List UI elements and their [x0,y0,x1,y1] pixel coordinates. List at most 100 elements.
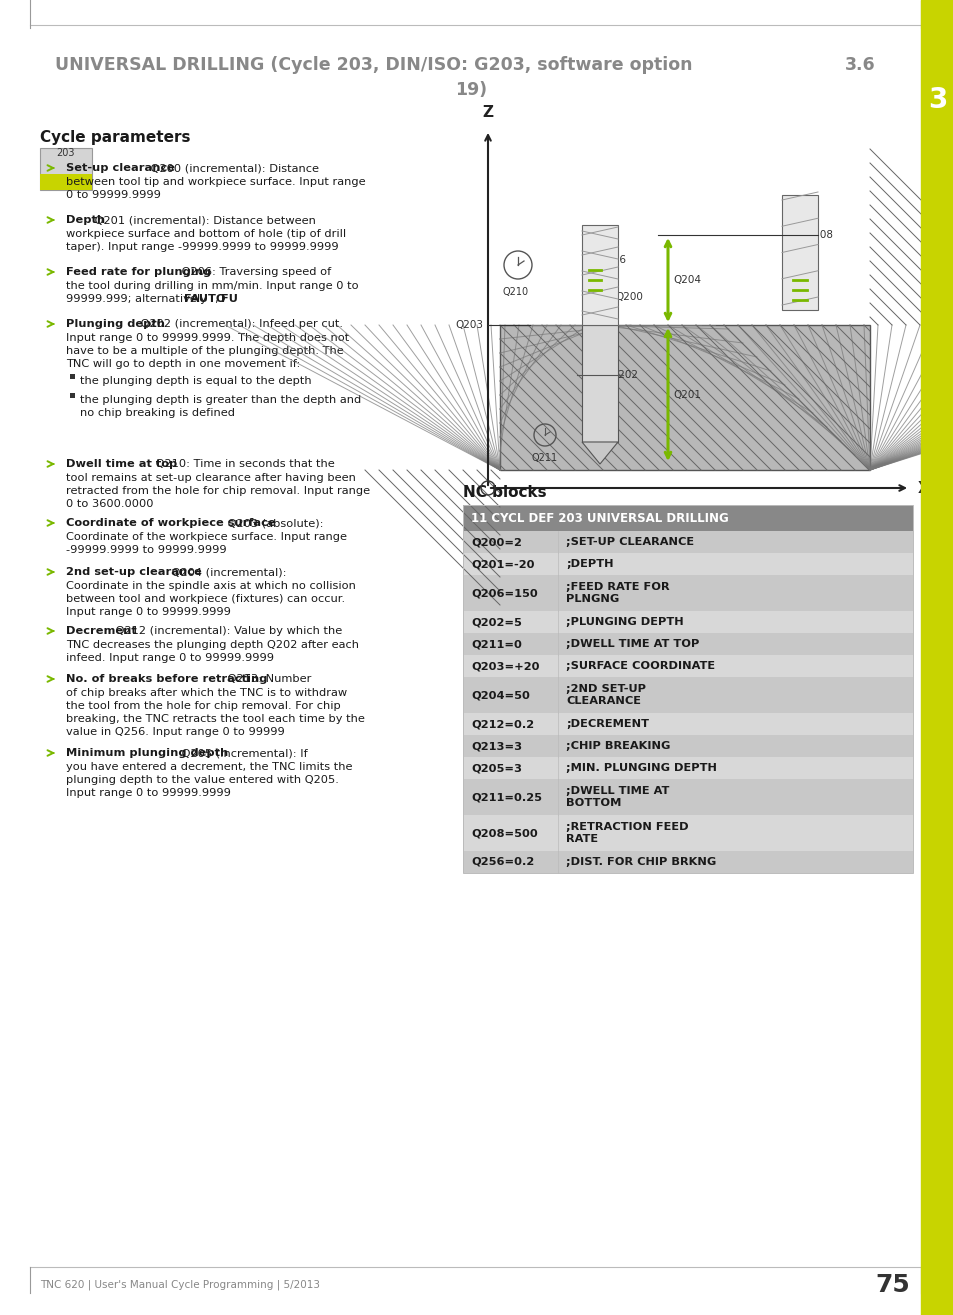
Text: Q213: Number: Q213: Number [223,675,311,684]
Text: breaking, the TNC retracts the tool each time by the: breaking, the TNC retracts the tool each… [66,714,364,725]
Bar [462,554,912,575]
Text: Q202=5: Q202=5 [471,617,521,627]
Text: 2nd set-up clearance: 2nd set-up clearance [66,567,201,577]
Text: Q203=+20: Q203=+20 [471,661,539,671]
Text: value in Q256. Input range 0 to 99999: value in Q256. Input range 0 to 99999 [66,727,284,736]
Text: ;DECREMENT: ;DECREMENT [565,719,648,729]
Bar [581,325,618,442]
Text: TNC 620 | User's Manual Cycle Programming | 5/2013: TNC 620 | User's Manual Cycle Programmin… [40,1279,319,1290]
Text: TNC will go to depth in one movement if:: TNC will go to depth in one movement if: [66,359,300,370]
Text: 99999.999; alternatively: 99999.999; alternatively [66,295,211,304]
Text: FU: FU [221,295,237,304]
Text: TNC decreases the plunging depth Q202 after each: TNC decreases the plunging depth Q202 af… [66,640,358,650]
Text: Q206: Traversing speed of: Q206: Traversing speed of [177,267,331,277]
Bar [462,633,912,655]
Text: the plunging depth is greater than the depth and: the plunging depth is greater than the d… [80,394,361,405]
Bar [462,531,912,554]
Bar [462,815,912,851]
Bar [781,195,817,310]
Text: tool remains at set-up clearance after having been: tool remains at set-up clearance after h… [66,473,355,483]
Text: Q256=0.2: Q256=0.2 [471,857,534,867]
Text: 0 to 3600.0000: 0 to 3600.0000 [66,498,153,509]
Text: No. of breaks before retracting: No. of breaks before retracting [66,675,267,684]
Text: Q201=-20: Q201=-20 [471,559,534,569]
Text: ;SURFACE COORDINATE: ;SURFACE COORDINATE [565,661,715,671]
Text: Cycle parameters: Cycle parameters [40,129,191,145]
Polygon shape [581,442,618,464]
Bar [462,677,912,713]
Text: ;DWELL TIME AT
BOTTOM: ;DWELL TIME AT BOTTOM [565,786,669,809]
Bar [40,149,91,189]
Bar [920,0,953,1315]
Text: Q212 (incremental): Value by which the: Q212 (incremental): Value by which the [112,626,341,636]
Text: no chip breaking is defined: no chip breaking is defined [80,408,234,418]
Text: Q211=0.25: Q211=0.25 [471,792,541,802]
Text: between tool tip and workpiece surface. Input range: between tool tip and workpiece surface. … [66,178,365,187]
Text: taper). Input range -99999.9999 to 99999.9999: taper). Input range -99999.9999 to 99999… [66,242,338,252]
Text: Dwell time at top: Dwell time at top [66,459,177,469]
Text: FAUTO: FAUTO [184,295,226,304]
Bar [70,393,75,398]
Text: Q202: Q202 [609,370,638,380]
Bar [462,505,912,531]
Text: Q210: Time in seconds that the: Q210: Time in seconds that the [152,459,335,469]
Bar [499,325,869,469]
Text: you have entered a decrement, the TNC limits the: you have entered a decrement, the TNC li… [66,761,352,772]
Text: of chip breaks after which the TNC is to withdraw: of chip breaks after which the TNC is to… [66,688,347,698]
Text: workpiece surface and bottom of hole (tip of drill: workpiece surface and bottom of hole (ti… [66,229,346,239]
Text: NC blocks: NC blocks [462,485,546,500]
Text: ;SET-UP CLEARANCE: ;SET-UP CLEARANCE [565,537,694,547]
Text: Q208: Q208 [804,230,832,241]
Text: Z: Z [482,105,493,120]
Text: Plunging depth: Plunging depth [66,320,165,329]
Text: the tool from the hole for chip removal. For chip: the tool from the hole for chip removal.… [66,701,340,711]
Text: Input range 0 to 99999.9999: Input range 0 to 99999.9999 [66,608,231,617]
Bar [462,575,912,611]
Text: Q200: Q200 [615,292,642,302]
Text: the tool during drilling in mm/min. Input range 0 to: the tool during drilling in mm/min. Inpu… [66,281,358,291]
Text: ;MIN. PLUNGING DEPTH: ;MIN. PLUNGING DEPTH [565,763,716,773]
Text: ;2ND SET-UP
CLEARANCE: ;2ND SET-UP CLEARANCE [565,684,645,706]
Text: ;RETRACTION FEED
RATE: ;RETRACTION FEED RATE [565,822,688,844]
Text: 0 to 99999.9999: 0 to 99999.9999 [66,189,161,200]
Text: Q203 (absolute):: Q203 (absolute): [223,518,323,529]
Text: Q200 (incremental): Distance: Q200 (incremental): Distance [147,163,319,174]
Text: -99999.9999 to 99999.9999: -99999.9999 to 99999.9999 [66,544,227,555]
Text: 19): 19) [455,82,487,99]
Text: UNIVERSAL DRILLING (Cycle 203, DIN/ISO: G203, software option: UNIVERSAL DRILLING (Cycle 203, DIN/ISO: … [55,57,692,74]
Text: 75: 75 [874,1273,909,1297]
Text: Set-up clearance: Set-up clearance [66,163,174,174]
Text: Q206: Q206 [598,255,625,266]
Bar [462,851,912,873]
Bar [462,505,912,873]
Bar [462,735,912,757]
Text: Q204: Q204 [672,275,700,285]
Bar [581,225,618,325]
Text: between tool and workpiece (fixtures) can occur.: between tool and workpiece (fixtures) ca… [66,594,345,604]
Text: Q200=2: Q200=2 [471,537,521,547]
Text: Q205 (incremental): If: Q205 (incremental): If [177,748,307,757]
Text: X: X [917,480,929,496]
Text: Q211: Q211 [532,452,558,463]
Text: 203: 203 [56,149,75,158]
Text: Q206=150: Q206=150 [471,588,537,598]
Bar [40,174,91,189]
Text: Q208=500: Q208=500 [471,828,537,838]
Bar [462,713,912,735]
Text: Feed rate for plunging: Feed rate for plunging [66,267,211,277]
Text: ;PLUNGING DEPTH: ;PLUNGING DEPTH [565,617,683,627]
Text: Q212=0.2: Q212=0.2 [471,719,534,729]
Text: Q201 (incremental): Distance between: Q201 (incremental): Distance between [91,214,316,225]
Text: Minimum plunging depth: Minimum plunging depth [66,748,228,757]
Text: ;FEED RATE FOR
PLNGNG: ;FEED RATE FOR PLNGNG [565,581,669,604]
Text: Coordinate of the workpiece surface. Input range: Coordinate of the workpiece surface. Inp… [66,533,347,542]
Text: Q203: Q203 [455,320,482,330]
Bar [462,655,912,677]
Text: 11 CYCL DEF 203 UNIVERSAL DRILLING: 11 CYCL DEF 203 UNIVERSAL DRILLING [471,512,728,525]
Text: Q204 (incremental):: Q204 (incremental): [168,567,286,577]
Bar [462,611,912,633]
Text: Q211=0: Q211=0 [471,639,521,650]
Text: ;DEPTH: ;DEPTH [565,559,613,569]
Text: 3.6: 3.6 [844,57,875,74]
Text: Q201: Q201 [672,389,700,400]
